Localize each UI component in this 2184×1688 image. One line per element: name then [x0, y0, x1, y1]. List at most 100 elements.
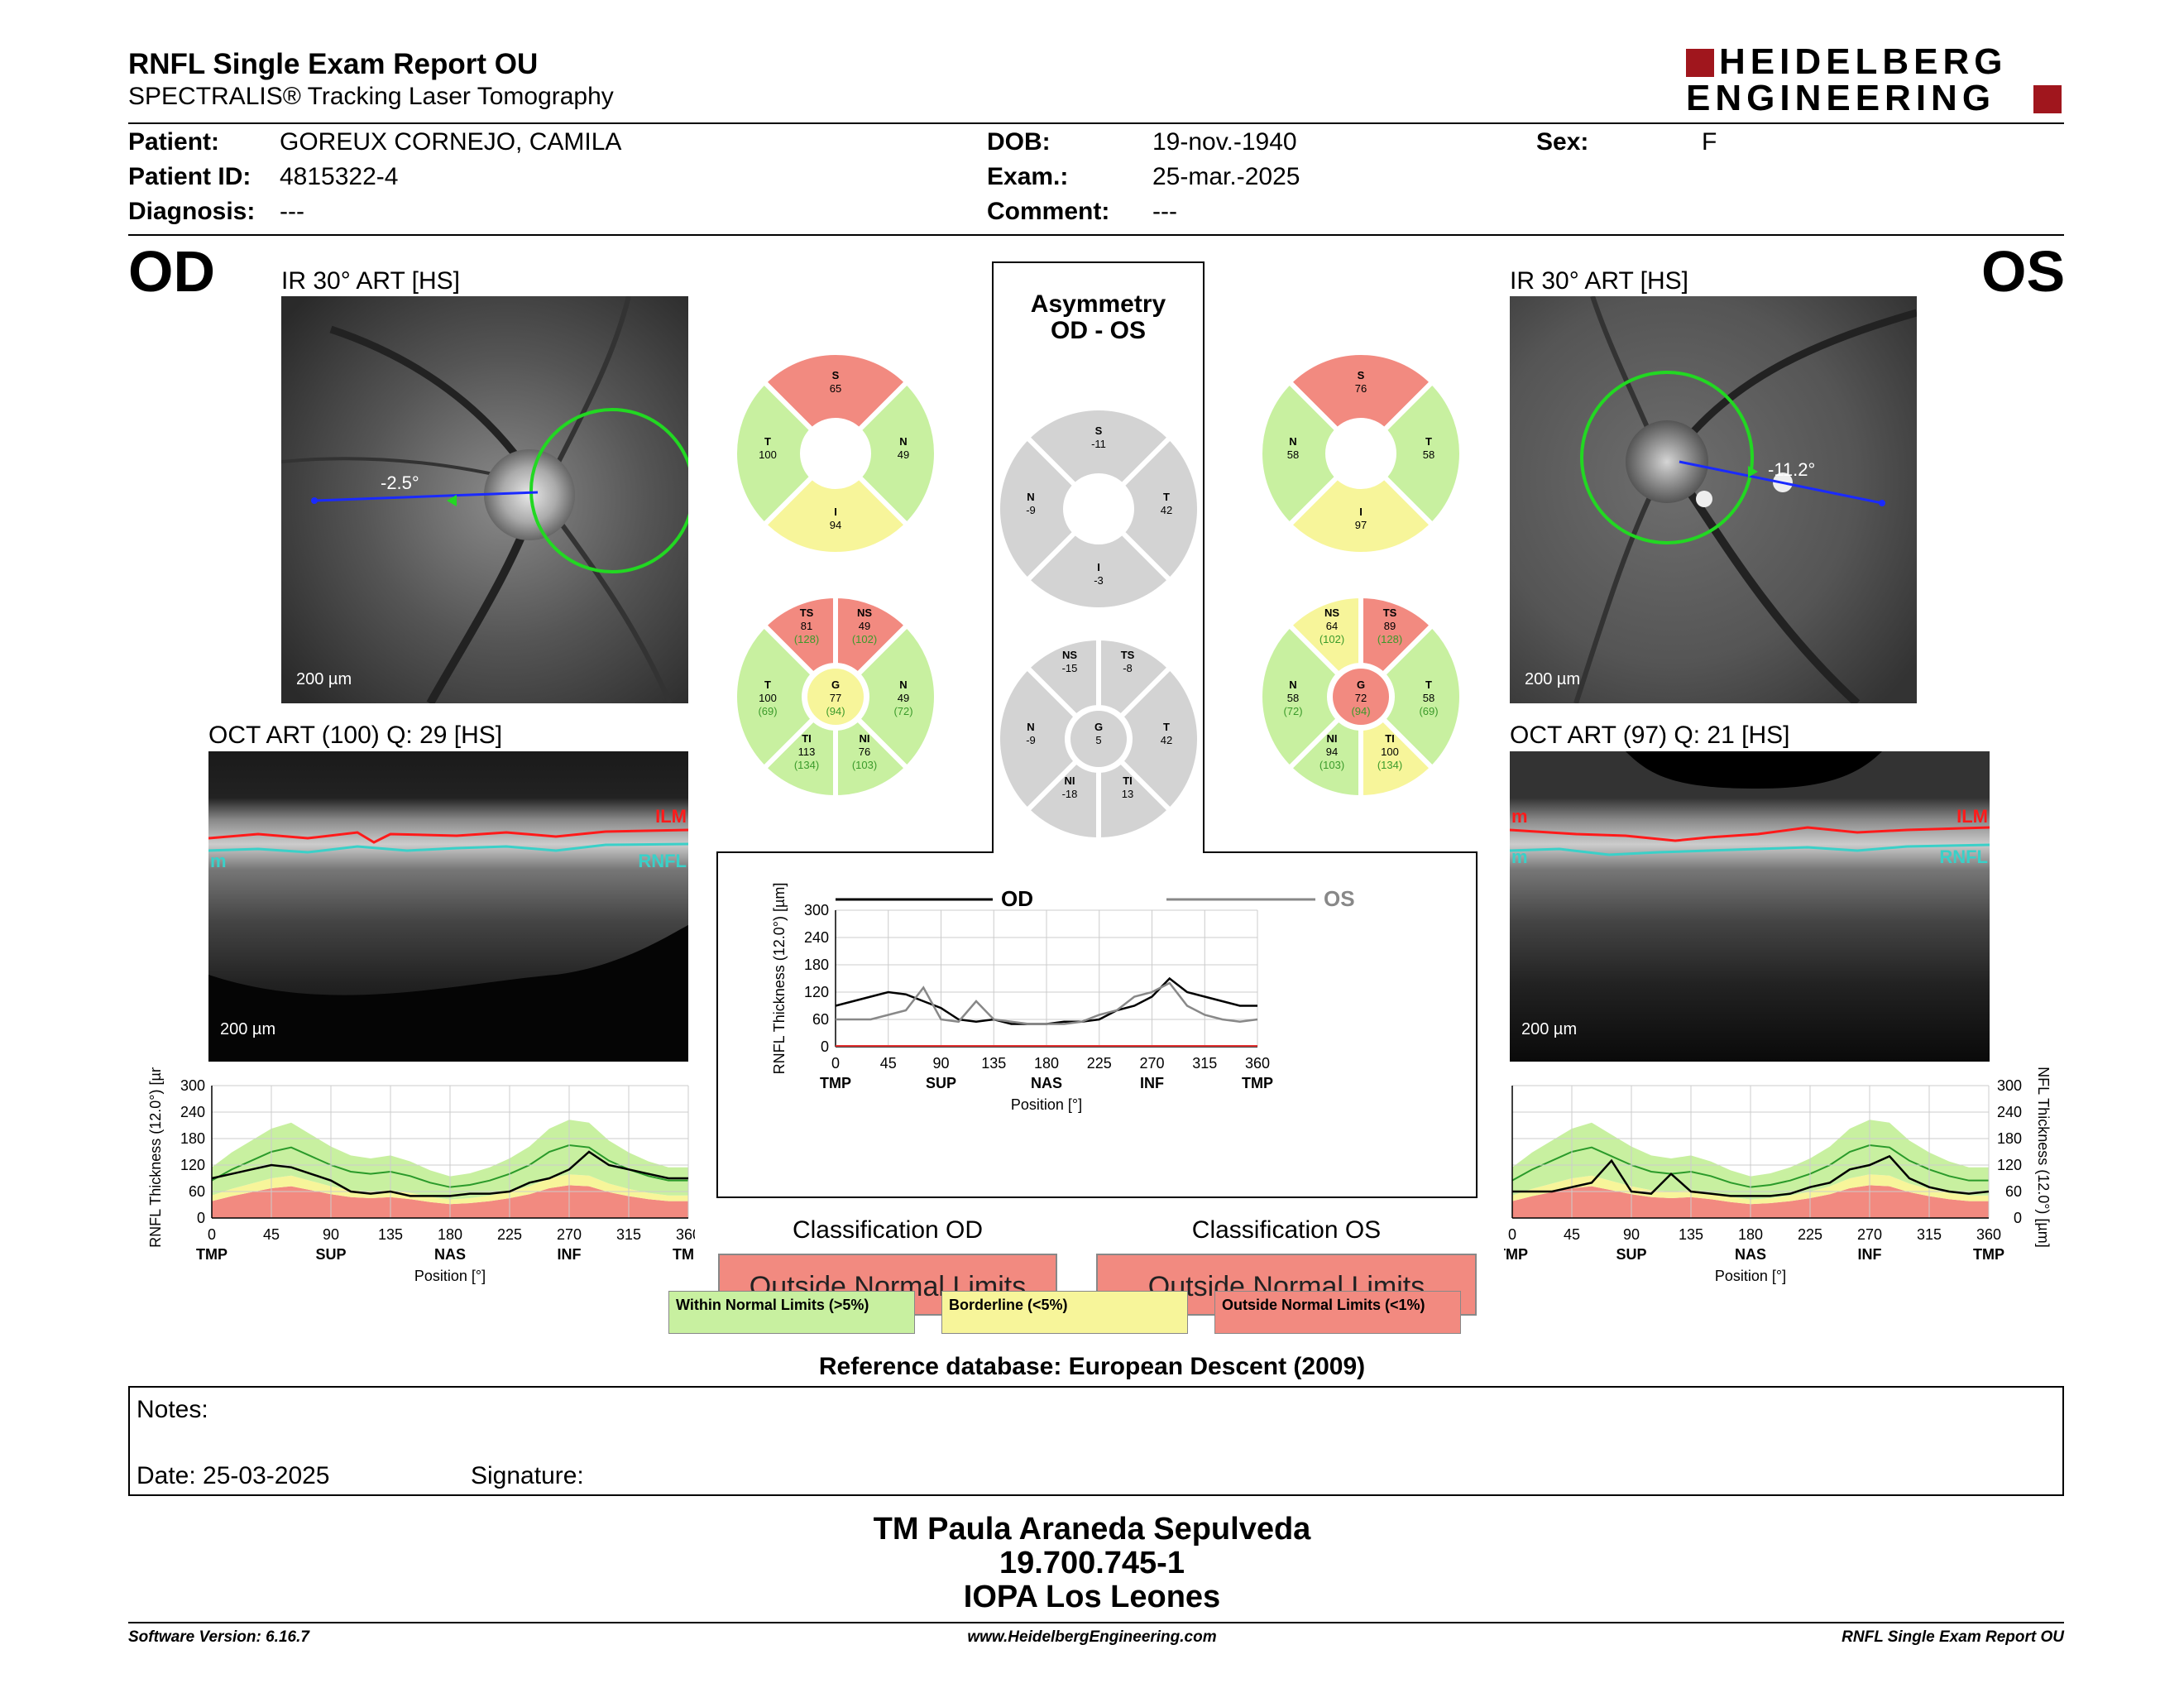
od-fundus-image: -2.5° 200 µm	[281, 296, 688, 703]
y-axis-label: RNFL Thickness (12.0°) [µm]	[2035, 1067, 2052, 1248]
sector-label-t: T58	[1423, 435, 1434, 461]
x-tick-label: 315	[1192, 1055, 1217, 1072]
os-ir-scale: 200 µm	[1525, 670, 1581, 688]
sector-ti	[1096, 757, 1174, 842]
x-tick-label: 270	[1139, 1055, 1164, 1072]
sector-label-n: N49(72)	[893, 679, 912, 717]
sector-ts	[1096, 635, 1174, 721]
svg-text:T: T	[1163, 721, 1170, 733]
sector-label-t: T42	[1161, 491, 1172, 516]
svg-text:NI: NI	[1327, 732, 1338, 745]
x-axis-label: Position [°]	[1011, 1096, 1082, 1113]
svg-text:G: G	[1094, 721, 1103, 733]
x-category-label: TMP	[1504, 1246, 1528, 1263]
svg-text:(102): (102)	[852, 633, 877, 645]
x-category-label: INF	[558, 1246, 582, 1263]
svg-text:65: 65	[830, 382, 841, 395]
classification-os-title: Classification OS	[1191, 1216, 1382, 1244]
svg-text:TI: TI	[802, 732, 812, 745]
svg-text:N: N	[1027, 721, 1034, 733]
svg-text:-3: -3	[1094, 574, 1104, 587]
svg-text:S: S	[1358, 369, 1365, 381]
svg-text:-15: -15	[1062, 662, 1078, 674]
svg-text:(134): (134)	[794, 759, 819, 771]
x-category-label: INF	[1140, 1075, 1164, 1091]
svg-text:(94): (94)	[1351, 705, 1370, 717]
sector-ns	[1286, 593, 1363, 679]
legend-outside: Outside Normal Limits (<1%)	[1214, 1291, 1461, 1334]
svg-text:(72): (72)	[893, 705, 912, 717]
svg-text:(128): (128)	[794, 633, 819, 645]
os-oct-image: ILM RNFL m m 200 µm	[1510, 751, 1990, 1062]
od-thickness-chart: 0 60 120 180 240 300 0 45 90 135 180 225 270 315 360 TM…	[147, 1067, 695, 1284]
sector-n	[854, 621, 939, 772]
sector-ns	[1023, 635, 1101, 721]
sector-t	[1379, 621, 1464, 772]
x-tick-label: 180	[1034, 1055, 1059, 1072]
sector-label-i: I94	[830, 506, 841, 531]
svg-text:(72): (72)	[1283, 705, 1302, 717]
svg-text:13: 13	[1122, 788, 1133, 800]
x-category-label: SUP	[1616, 1246, 1646, 1263]
patient-id: 4815322-4	[280, 163, 399, 190]
svg-text:89: 89	[1384, 620, 1396, 632]
svg-text:64: 64	[1326, 620, 1338, 632]
sector-label-n: N-9	[1026, 491, 1036, 516]
x-tick-label: 315	[1917, 1226, 1942, 1243]
legend-os-label: OS	[1324, 886, 1355, 911]
sector-label-i: I97	[1355, 506, 1367, 531]
signer-block: TM Paula Araneda Sepulveda 19.700.745-1 …	[0, 1513, 2184, 1614]
report-subtitle: SPECTRALIS® Tracking Laser Tomography	[128, 83, 614, 110]
comment-label: Comment:	[987, 198, 1110, 225]
x-axis-label: Position [°]	[1715, 1268, 1786, 1284]
x-tick-label: 45	[1564, 1226, 1580, 1243]
svg-text:-18: -18	[1062, 788, 1078, 800]
reference-database: Reference database: European Descent (20…	[818, 1353, 1366, 1380]
sex-label: Sex:	[1536, 128, 1589, 156]
sector-g	[1333, 669, 1389, 725]
svg-text:(134): (134)	[1377, 759, 1402, 771]
x-tick-label: 225	[497, 1226, 522, 1243]
sector-label-g: G77(94)	[826, 679, 845, 717]
svg-text:72: 72	[1355, 692, 1367, 704]
od-ir-scale: 200 µm	[296, 670, 352, 688]
svg-text:76: 76	[1355, 382, 1367, 395]
svg-text:77: 77	[830, 692, 841, 704]
sector-label-s: S65	[830, 369, 841, 395]
y-tick-label: 240	[1997, 1104, 2022, 1120]
svg-text:100: 100	[759, 692, 777, 704]
series-os-line	[836, 981, 1258, 1025]
sector-ti	[760, 715, 838, 800]
svg-text:49: 49	[898, 692, 909, 704]
svg-text:-8: -8	[1123, 662, 1133, 674]
svg-text:S: S	[1095, 424, 1103, 437]
y-tick-label: 120	[804, 984, 829, 1000]
legend-od-label: OD	[1001, 886, 1033, 911]
od-sector-6-diagram: TS81(128)NS49(102)T100(69)N49(72)TI113(1…	[732, 593, 939, 800]
os-sector-6-diagram: NS64(102)TS89(128)N58(72)T58(69)NI94(103…	[1257, 593, 1464, 800]
svg-text:TI: TI	[1123, 774, 1133, 787]
svg-text:42: 42	[1161, 734, 1172, 746]
ou-thickness-chart: 0 60 120 180 240 300 0 45 90 135 180 225 270 315 360 TM…	[771, 883, 1355, 1113]
sector-label-ns: NS-15	[1062, 649, 1078, 674]
heidelberg-logo: HEIDELBERG ENGINEERING	[1686, 42, 2067, 122]
svg-text:81: 81	[801, 620, 812, 632]
x-tick-label: 135	[1679, 1226, 1703, 1243]
legend-borderline: Borderline (<5%)	[941, 1291, 1188, 1334]
exam-value: 25-mar.-2025	[1152, 163, 1300, 190]
svg-text:N: N	[1289, 435, 1296, 448]
svg-text:-9: -9	[1026, 504, 1036, 516]
od-rnfl-label: RNFL	[638, 851, 687, 871]
svg-text:100: 100	[1381, 746, 1399, 758]
od-m-label: m	[210, 851, 227, 871]
svg-text:T: T	[1163, 491, 1170, 503]
sector-label-ni: NI-18	[1062, 774, 1078, 800]
y-axis-label: RNFL Thickness (12.0°) [µm]	[147, 1067, 164, 1248]
x-tick-label: 270	[557, 1226, 582, 1243]
notes-label: Notes:	[136, 1396, 208, 1423]
sector-label-g: G5	[1094, 721, 1103, 746]
